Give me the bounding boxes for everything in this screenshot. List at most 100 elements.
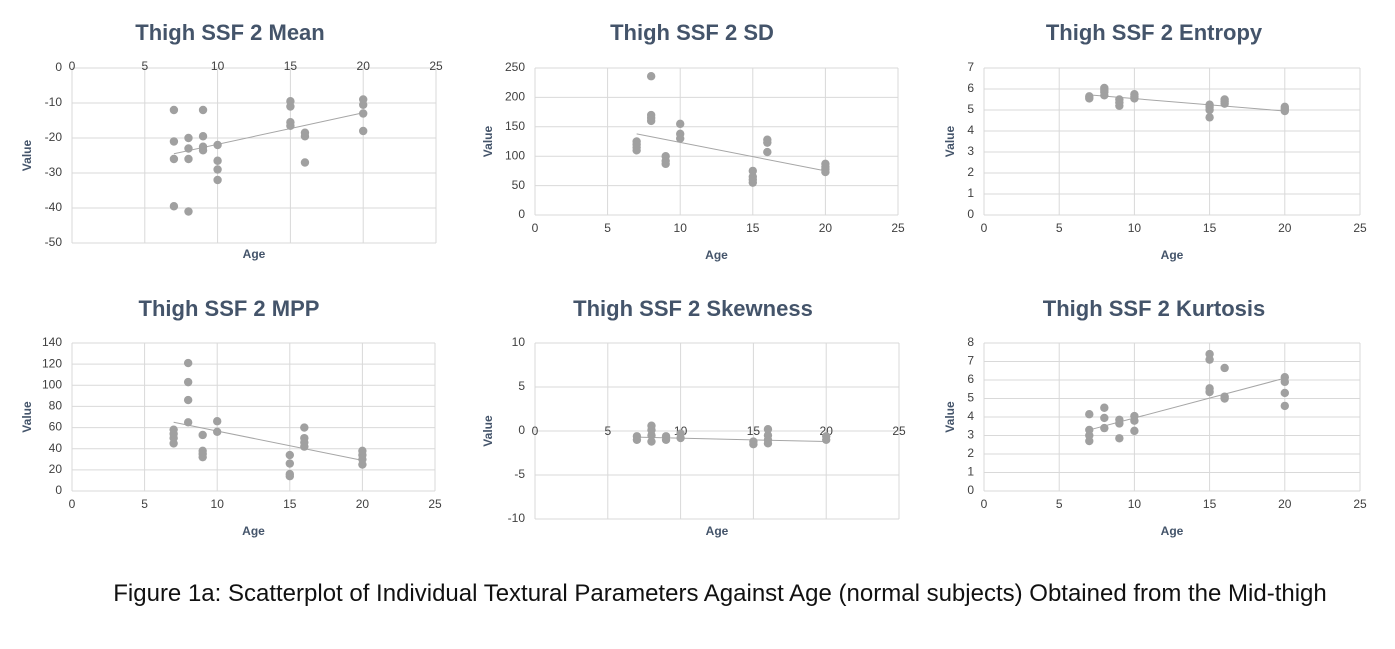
data-point <box>169 137 179 146</box>
chart-title: Thigh SSF 2 MPP <box>139 296 320 321</box>
data-point <box>1085 410 1094 419</box>
y-tick-label: -20 <box>45 130 63 144</box>
y-tick-label: 140 <box>42 335 62 349</box>
data-point <box>1115 434 1124 443</box>
figure-caption: Figure 1a: Scatterplot of Individual Tex… <box>113 580 1327 607</box>
y-tick-label: -30 <box>45 165 63 179</box>
y-tick-label: 0 <box>967 207 974 221</box>
x-tick-label: 10 <box>1128 221 1142 235</box>
data-point <box>358 446 367 456</box>
y-tick-label: 4 <box>967 409 974 423</box>
data-point <box>1220 95 1229 104</box>
data-point <box>300 433 309 443</box>
data-point <box>676 129 685 139</box>
x-tick-label: 0 <box>69 497 76 511</box>
y-tick-label: 0 <box>518 423 525 437</box>
x-axis-label: Age <box>706 524 729 538</box>
data-point <box>1205 113 1214 122</box>
data-point <box>213 165 222 174</box>
x-tick-label: 15 <box>746 221 760 235</box>
data-point <box>646 110 656 120</box>
x-tick-label: 5 <box>1056 497 1063 511</box>
x-tick-label: 25 <box>429 59 443 73</box>
x-tick-label: 15 <box>1203 497 1217 511</box>
y-tick-label: 3 <box>967 428 974 442</box>
y-tick-label: 150 <box>505 119 525 133</box>
y-tick-label: -40 <box>45 200 63 214</box>
y-tick-label: 20 <box>49 462 63 476</box>
chart-panel-1: Thigh SSF 2 Mean -50 -40 -30 -20 -10 0 0 5 10 15 20… <box>20 20 443 261</box>
x-tick-label: 15 <box>747 424 761 438</box>
x-tick-label: 5 <box>604 424 611 438</box>
x-tick-label: 25 <box>1353 221 1367 235</box>
y-tick-label: 1 <box>967 465 974 479</box>
data-point <box>213 140 222 150</box>
data-point <box>647 437 656 446</box>
chart-title: Thigh SSF 2 Mean <box>135 20 324 45</box>
data-point <box>1280 401 1290 411</box>
chart-panel-3: Thigh SSF 2 Entropy 0 1 2 3 4 5 6 7 0 5 10 15 20 25 Age… <box>943 20 1367 262</box>
data-point <box>169 154 179 164</box>
data-point <box>661 152 670 161</box>
data-point <box>763 439 773 448</box>
data-point <box>661 435 671 444</box>
x-tick-label: 0 <box>981 221 988 235</box>
data-point <box>1130 411 1139 421</box>
data-point <box>1220 363 1229 373</box>
y-tick-label: 60 <box>49 420 63 434</box>
data-point <box>1115 415 1124 424</box>
data-point <box>285 459 294 468</box>
trendline <box>636 133 826 172</box>
data-point <box>213 175 222 185</box>
x-tick-label: 20 <box>1278 497 1292 511</box>
data-point <box>748 172 757 181</box>
data-point <box>749 440 758 449</box>
x-tick-label: 25 <box>428 497 442 511</box>
y-tick-label: 0 <box>967 483 974 497</box>
chart-panel-5: Thigh SSF 2 Skewness-10-505100510152025A… <box>481 296 906 538</box>
x-tick-label: 10 <box>1128 497 1142 511</box>
y-tick-label: 200 <box>505 90 525 104</box>
data-point <box>300 158 310 167</box>
y-tick-label: 250 <box>505 60 525 74</box>
y-axis-label: Value <box>943 401 957 433</box>
x-tick-label: 25 <box>892 424 906 438</box>
data-point <box>183 418 193 427</box>
data-point <box>763 147 772 157</box>
x-tick-label: 20 <box>356 497 370 511</box>
y-tick-label: 50 <box>512 178 526 192</box>
data-point <box>822 435 831 444</box>
chart-panel-2: Thigh SSF 2 SD 0 50 100 150 200 250 0 5 10 15 20 25 A… <box>481 20 905 262</box>
x-axis-label: Age <box>705 248 728 262</box>
data-point <box>213 417 222 426</box>
data-point <box>198 446 207 456</box>
y-tick-label: 0 <box>55 60 62 74</box>
data-point <box>1100 413 1109 423</box>
y-tick-label: -5 <box>514 467 525 481</box>
x-tick-label: 10 <box>674 221 688 235</box>
x-axis-label: Age <box>242 524 265 538</box>
data-point <box>1130 90 1139 99</box>
y-tick-label: 7 <box>967 60 974 74</box>
data-point <box>359 100 368 109</box>
trendline <box>173 421 363 461</box>
data-point <box>359 126 368 136</box>
x-tick-label: 25 <box>891 221 905 235</box>
data-point <box>676 433 685 443</box>
chart-panel-4: Thigh SSF 2 MPP 0 20 40 60 80 100 120 140 0 5 10 15 2… <box>20 296 442 538</box>
data-point <box>184 133 193 143</box>
y-tick-label: -10 <box>508 511 526 525</box>
x-tick-label: 15 <box>284 59 298 73</box>
x-tick-label: 0 <box>981 497 988 511</box>
x-tick-label: 5 <box>604 221 611 235</box>
data-point <box>198 105 208 115</box>
data-point <box>763 425 773 434</box>
y-axis-label: Value <box>20 140 34 172</box>
y-tick-label: 100 <box>505 148 525 162</box>
data-point <box>632 435 642 444</box>
data-point <box>184 207 193 216</box>
scatterplot-figure: Thigh SSF 2 Mean-50-40-30-20-100 0 5 10 15 20… <box>20 20 1367 538</box>
chart-title: Thigh SSF 2 Skewness <box>573 296 813 321</box>
x-tick-label: 10 <box>211 497 225 511</box>
y-tick-label: -50 <box>45 235 63 249</box>
